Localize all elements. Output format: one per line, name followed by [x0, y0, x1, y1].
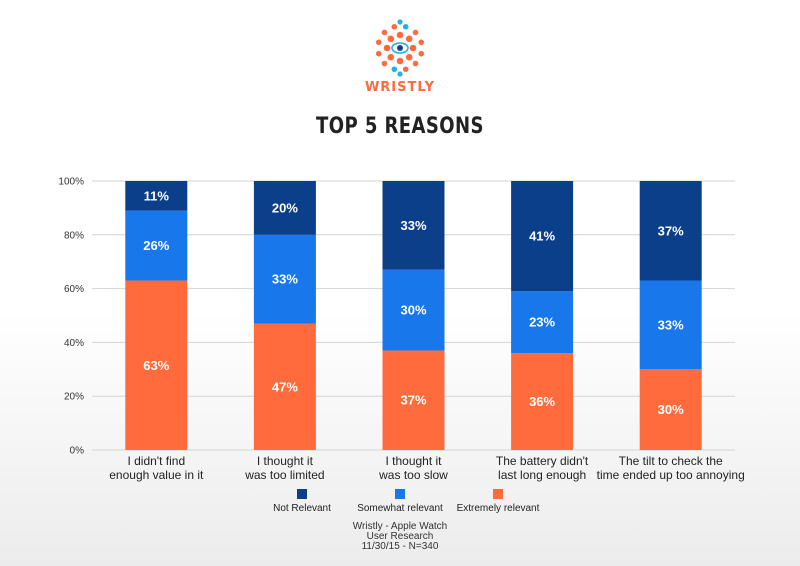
legend-swatch — [297, 489, 307, 499]
x-tick-label-line: I thought it — [385, 454, 442, 468]
logo-dot — [391, 23, 398, 30]
logo-dot — [405, 35, 413, 43]
x-tick-label-line: I thought it — [257, 454, 314, 468]
bar-segment — [253, 181, 316, 235]
logo-dot — [418, 39, 425, 46]
bar-segment — [382, 269, 445, 351]
y-tick-label: 0% — [70, 446, 85, 457]
logo-dot — [375, 39, 382, 46]
bar-segment — [125, 181, 188, 211]
y-tick-label: 100% — [58, 177, 84, 188]
logo-dot — [383, 44, 391, 52]
bar-segment — [382, 181, 445, 270]
data-label: 41% — [529, 229, 555, 244]
logo-dot — [409, 44, 417, 52]
bar-segment — [125, 280, 188, 450]
x-tick-label-line: I didn't find — [127, 454, 185, 468]
x-tick-label: I didn't find enough value in it — [109, 454, 204, 482]
y-tick-label: 40% — [64, 338, 84, 349]
data-label: 30% — [400, 303, 426, 318]
x-tick-label-line: last long enough — [498, 468, 586, 482]
bar-segment — [253, 234, 316, 324]
x-tick-label-line: time ended up too annoying — [597, 468, 745, 482]
legend-label: Somewhat relevant — [357, 503, 443, 514]
brand-name: WRISTLY — [364, 80, 436, 95]
logo-pupil — [397, 45, 403, 51]
logo-dot — [375, 50, 382, 57]
footer-line-3: 11/30/15 - N=340 — [361, 541, 439, 552]
y-tick-label: 60% — [64, 284, 84, 295]
x-tick-label-line: The tilt to check the — [619, 454, 723, 468]
x-tick-label: I thought it was too slow — [378, 454, 448, 482]
legend-swatch — [493, 489, 503, 499]
bar-segment — [639, 280, 702, 370]
y-tick-label: 20% — [64, 392, 84, 403]
logo-dot — [412, 29, 419, 36]
legend: Not Relevant Somewhat relevant Extremely r… — [273, 489, 540, 514]
footer-line-2: User Research — [366, 531, 434, 542]
bar-segment — [125, 210, 188, 281]
logo-dot — [402, 23, 409, 30]
data-label: 33% — [400, 218, 426, 233]
logo-dot — [391, 66, 398, 73]
logo-dot — [405, 53, 413, 61]
data-label: 30% — [658, 402, 684, 417]
footer-note: Wristly - Apple Watch User Research 11/3… — [0, 522, 800, 552]
data-label: 37% — [658, 223, 684, 238]
logo-dot — [381, 60, 388, 67]
x-tick-label: The tilt to check the time ended up too a… — [597, 454, 745, 482]
data-label: 37% — [400, 393, 426, 408]
legend-swatch — [395, 489, 405, 499]
x-tick-label-line: was too limited — [244, 468, 324, 482]
wristly-logo-icon — [375, 19, 425, 77]
bar-segment — [511, 353, 574, 450]
data-label: 26% — [143, 238, 169, 253]
logo-dot — [387, 53, 395, 61]
logo-dot — [397, 19, 403, 25]
data-label: 47% — [272, 379, 298, 394]
x-axis-labels: I didn't find enough value in it I thought… — [109, 454, 745, 482]
logo-dot — [381, 29, 388, 36]
data-label: 63% — [143, 358, 169, 373]
bar-segment — [511, 181, 574, 292]
legend-label: Extremely relevant — [457, 503, 540, 514]
x-tick-label-line: The battery didn't — [496, 454, 589, 468]
x-tick-label-line: enough value in it — [109, 468, 204, 482]
bar-segment — [511, 291, 574, 354]
bar-segment — [382, 350, 445, 450]
bar-series: 63% 26% 11% 47% 33% 20% 37% 30% 33% 36% 23% 41% 30% 3… — [125, 181, 702, 450]
logo-dot — [397, 71, 403, 77]
data-label: 11% — [144, 188, 170, 203]
logo-dot — [396, 57, 404, 65]
x-tick-label-line: was too slow — [378, 468, 448, 482]
chart-title: TOP 5 REASONS — [316, 114, 484, 139]
logo-dot — [402, 66, 409, 73]
y-tick-label: 80% — [64, 230, 84, 241]
data-label: 33% — [658, 317, 684, 332]
logo-dot — [387, 35, 395, 43]
bar-segment — [639, 181, 702, 281]
footer-line-1: Wristly - Apple Watch — [352, 521, 448, 532]
data-label: 23% — [529, 315, 555, 330]
bar-segment — [639, 369, 702, 450]
data-label: 36% — [529, 394, 555, 409]
data-label: 20% — [272, 200, 298, 215]
logo-dot — [396, 31, 404, 39]
y-axis-ticks: 0% 20% 40% 60% 80% 100% — [58, 177, 84, 457]
bar-segment — [253, 323, 316, 450]
legend-label: Not Relevant — [273, 503, 331, 514]
logo-dot — [418, 50, 425, 57]
data-label: 33% — [272, 272, 298, 287]
x-tick-label: The battery didn't last long enough — [496, 454, 589, 482]
x-tick-label: I thought it was too limited — [244, 454, 324, 482]
logo-dot — [412, 60, 419, 67]
